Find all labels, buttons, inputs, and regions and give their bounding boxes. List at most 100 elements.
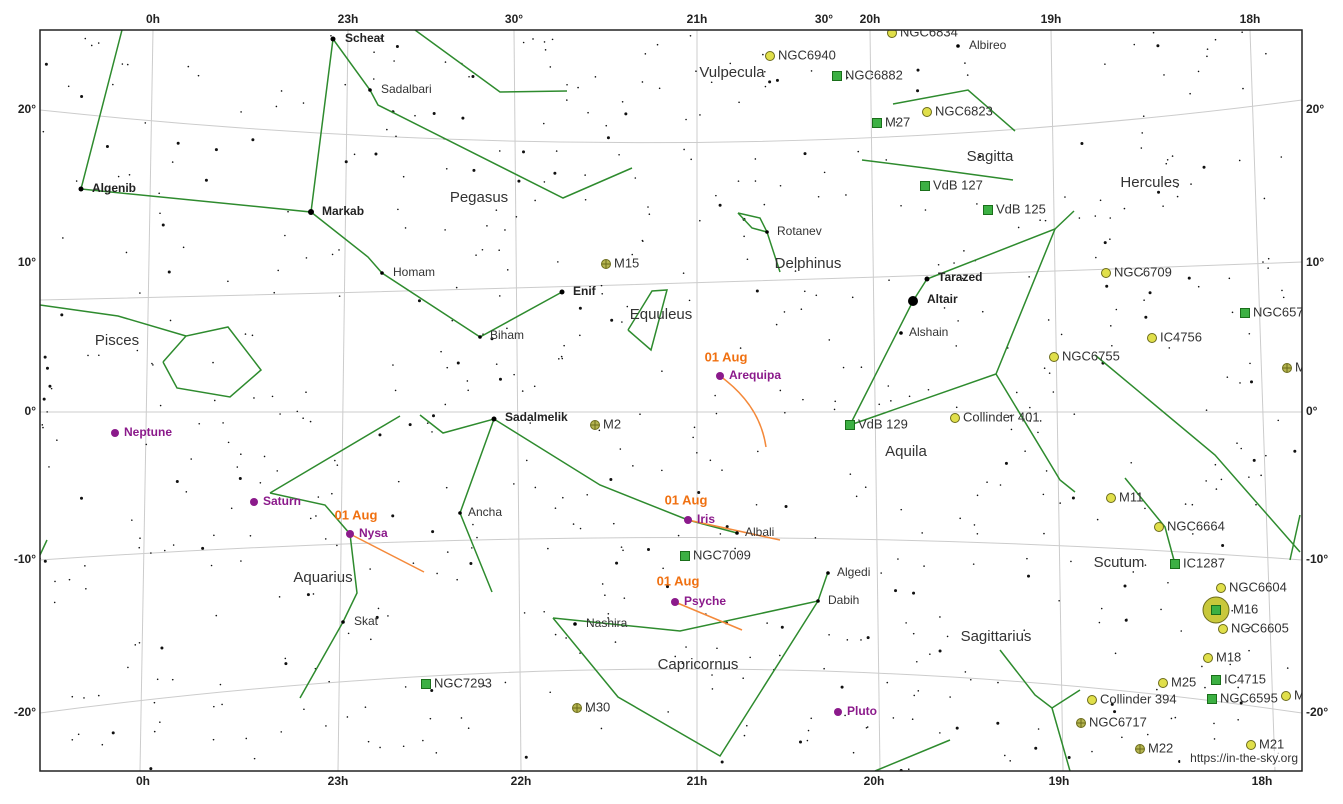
star-dot [227,280,229,283]
star-dot [325,725,327,727]
star-dot [601,292,604,295]
star-dot [42,397,46,401]
star-dot [1201,665,1203,668]
star-dot [1170,717,1173,720]
star-dot [1231,311,1234,314]
nebula-marker [1211,675,1221,685]
star-dot [997,681,999,684]
star-dot [127,666,129,669]
star-dot [455,286,458,289]
star-dot [215,614,218,617]
bright-star [308,209,314,215]
star-dot [798,740,802,744]
star-dot [367,740,370,743]
star-dot [156,678,159,681]
star-dot [955,345,958,347]
star-dot [1277,419,1280,422]
star-dot [83,697,85,699]
star-dot [775,323,778,326]
star-dot [431,431,433,433]
star-dot [810,717,813,720]
star-dot [648,213,651,216]
star-dot [738,101,740,104]
star-dot [614,641,617,643]
star [341,620,345,624]
star-dot [1262,261,1264,263]
star-dot [1202,165,1206,169]
star-dot [794,270,797,272]
star-dot [1204,686,1206,689]
star-dot [632,465,634,467]
star-dot [42,426,44,429]
star-dot [1111,344,1113,347]
star-dot [885,159,888,161]
star-dot [45,366,49,370]
star-label: Scheat [345,31,384,45]
star-dot [1098,621,1101,624]
star-dot [682,272,685,274]
star-dot [90,44,93,47]
star-label: Nashira [586,616,628,630]
star-label: Albali [745,525,774,539]
star-dot [471,75,475,79]
star-dot [1250,380,1254,384]
star-dot [955,406,958,409]
star-dot [412,562,415,564]
star-dot [943,307,946,309]
globular-cross [1076,718,1086,728]
star-dot [386,128,388,131]
object-label: NGC6709 [1114,264,1172,279]
star-dot [610,318,614,322]
left-axis-label: 0° [25,404,37,418]
star-dot [68,578,71,581]
star-dot [803,290,806,293]
star-dot [622,549,624,552]
star-dot [523,612,526,614]
star-dot [586,493,589,496]
constellation-label: Capricornus [658,656,739,673]
star-dot [579,652,581,654]
star-dot [886,681,889,684]
star-dot [1239,382,1241,384]
star-dot [866,726,869,728]
star-dot [716,647,718,650]
star-dot [1229,663,1232,666]
star-dot [1255,503,1257,506]
star-dot [230,507,233,510]
star-dot [159,404,162,407]
star-dot [578,306,582,310]
star-dot [681,662,684,664]
star-dot [287,210,289,213]
star-dot [999,484,1002,486]
star-dot [1043,532,1045,535]
constellation-label: Scutum [1094,554,1145,571]
star-dot [445,167,448,170]
star-dot [1017,226,1020,229]
star-dot [353,153,356,156]
star-dot [98,354,100,357]
star-dot [296,410,299,413]
star-dot [697,490,701,494]
star-dot [621,321,623,323]
star-dot [315,515,317,517]
star-dot [169,319,172,322]
star-dot [1115,308,1118,311]
star-dot [618,153,620,156]
star-dot [221,703,223,706]
star-dot [213,399,216,402]
star-dot [160,646,164,650]
object-label: NGC6834 [900,24,958,39]
star-dot [710,81,713,84]
cluster-marker [887,30,897,38]
star-dot [1242,87,1244,90]
star-dot [923,565,925,567]
star-dot [1205,409,1208,411]
star-dot [275,105,278,108]
star-dot [378,433,382,437]
star-dot [577,86,579,89]
star-dot [75,180,78,182]
star-label: Tarazed [938,270,982,284]
star-dot [667,711,669,713]
star-dot [817,195,820,198]
star-dot [897,558,899,560]
